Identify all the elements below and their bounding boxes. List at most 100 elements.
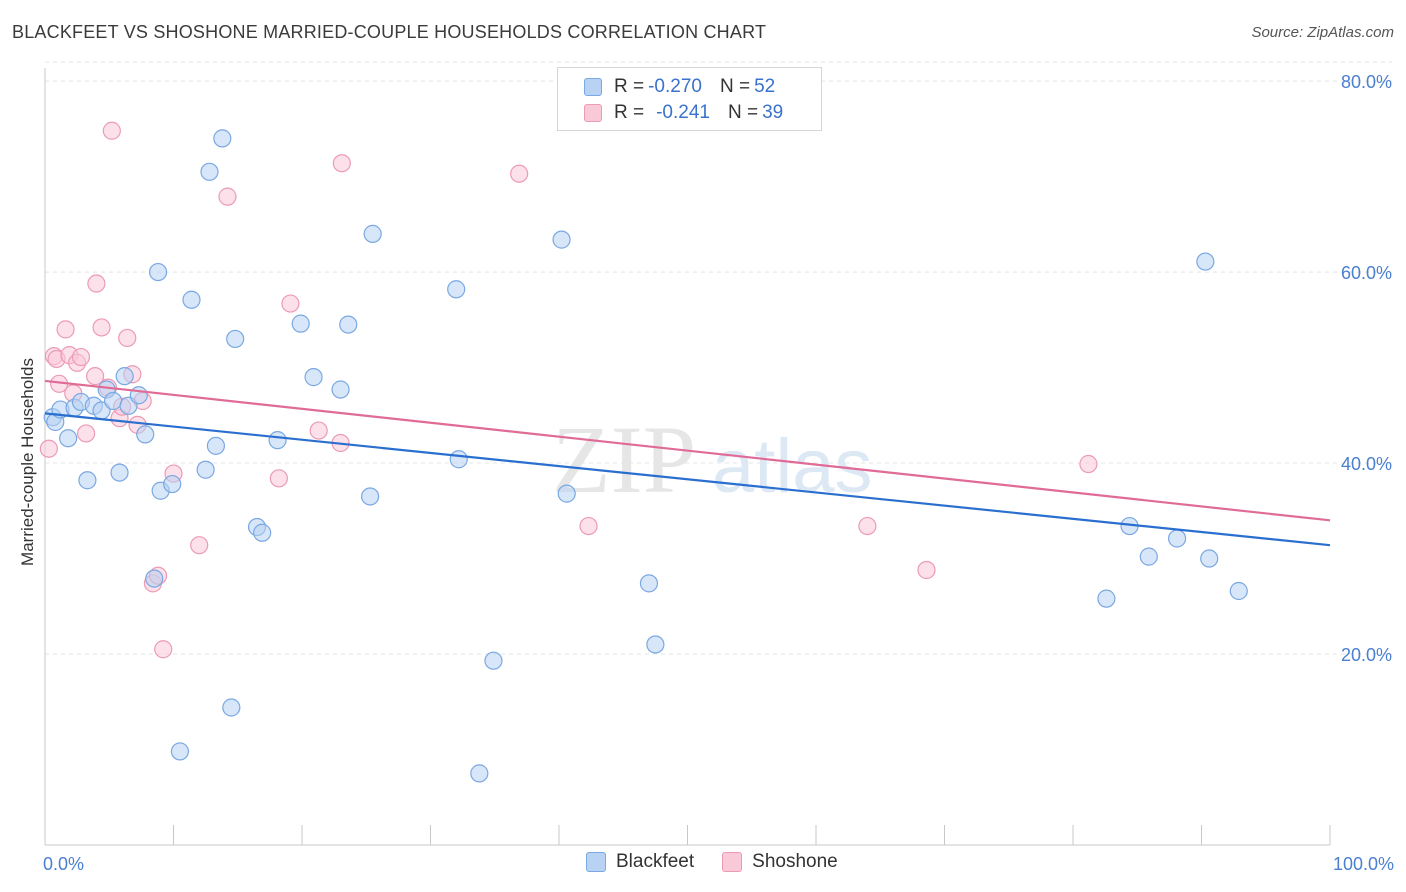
data-point-shoshone: [87, 274, 106, 293]
legend-n-label: N =: [719, 76, 751, 97]
data-point-blackfeet: [1229, 581, 1248, 601]
data-point-shoshone: [190, 536, 209, 555]
data-point-blackfeet: [206, 436, 226, 455]
data-point-blackfeet: [222, 698, 241, 717]
trendlines: [44, 379, 1331, 547]
data-point-blackfeet: [484, 651, 503, 670]
data-point-shoshone: [917, 560, 936, 580]
data-point-blackfeet: [646, 635, 665, 654]
legend-r-label: R =: [614, 76, 645, 97]
data-point-blackfeet: [163, 474, 182, 494]
legend-row-blackfeet: R = -0.270 N = 52: [584, 74, 775, 100]
data-point-blackfeet: [552, 230, 571, 249]
data-point-blackfeet: [291, 314, 310, 333]
data-point-shoshone: [86, 367, 105, 386]
legend-row-shoshone: R = -0.241 N = 39: [584, 100, 783, 126]
data-point-shoshone: [269, 469, 288, 488]
watermark: ZIP atlas: [552, 406, 873, 513]
y-tick-label: 60.0%: [1341, 263, 1392, 283]
data-point-blackfeet: [129, 386, 148, 405]
data-point-blackfeet: [59, 429, 78, 448]
data-point-blackfeet: [213, 129, 232, 148]
data-point-shoshone: [71, 347, 91, 367]
trendline-blackfeet: [44, 412, 1331, 547]
y-tick-label: 80.0%: [1341, 72, 1392, 92]
source-label: Source: ZipAtlas.com: [1251, 24, 1394, 41]
data-point-blackfeet: [363, 224, 382, 243]
series-legend: Blackfeet Shoshone: [586, 851, 866, 873]
data-point-blackfeet: [331, 380, 350, 399]
legend-r-value: -0.241: [656, 102, 710, 123]
data-point-shoshone: [39, 439, 58, 458]
data-point-blackfeet: [110, 463, 129, 482]
data-point-blackfeet: [1139, 547, 1158, 566]
legend-label-blackfeet: Blackfeet: [616, 851, 695, 872]
data-point-blackfeet: [1196, 252, 1215, 271]
data-point-blackfeet: [361, 487, 380, 506]
series-blackfeet-points: [43, 129, 1248, 783]
x-tick-label: 0.0%: [43, 854, 84, 874]
data-point-shoshone: [281, 294, 300, 313]
data-point-blackfeet: [1097, 589, 1116, 608]
data-point-shoshone: [154, 640, 173, 659]
data-point-blackfeet: [115, 367, 134, 386]
data-point-shoshone: [309, 421, 328, 440]
data-point-blackfeet: [170, 742, 190, 761]
tick-labels: 20.0% 40.0% 60.0% 80.0% 0.0% 100.0%: [43, 72, 1394, 874]
data-point-shoshone: [77, 424, 96, 443]
data-point-blackfeet: [78, 471, 97, 490]
data-point-blackfeet: [182, 290, 201, 309]
data-point-shoshone: [102, 121, 121, 140]
data-point-shoshone: [118, 328, 137, 348]
legend-n-label: N =: [727, 102, 759, 123]
data-point-blackfeet: [449, 450, 468, 469]
legend-item-blackfeet: Blackfeet: [586, 851, 694, 873]
legend-swatch-blackfeet: [584, 78, 602, 96]
data-point-blackfeet: [557, 484, 576, 503]
legend-swatch-blackfeet: [586, 852, 606, 872]
y-axis-label: Married-couple Households: [18, 358, 37, 566]
data-point-shoshone: [1079, 454, 1098, 474]
y-tick-label: 20.0%: [1341, 645, 1392, 665]
data-point-blackfeet: [145, 569, 164, 588]
data-point-shoshone: [510, 164, 529, 183]
legend-n-value: 52: [754, 76, 776, 97]
legend-swatch-shoshone: [584, 104, 602, 122]
series-shoshone-points: [39, 121, 1098, 659]
legend-r-label: R =: [614, 102, 645, 123]
legend-swatch-shoshone: [722, 852, 743, 872]
data-point-blackfeet: [447, 280, 466, 299]
data-point-shoshone: [858, 516, 877, 536]
data-point-blackfeet: [1200, 549, 1219, 568]
watermark-zip: ZIP: [552, 406, 696, 513]
data-point-blackfeet: [148, 262, 168, 282]
data-point-blackfeet: [200, 162, 219, 181]
data-point-blackfeet: [104, 391, 123, 411]
y-tick-label: 40.0%: [1341, 454, 1392, 474]
x-tick-label: 100.0%: [1333, 854, 1394, 874]
data-point-shoshone: [56, 320, 75, 339]
data-point-shoshone: [218, 187, 237, 206]
chart-title: BLACKFEET VS SHOSHONE MARRIED-COUPLE HOU…: [12, 22, 767, 42]
legend-label-shoshone: Shoshone: [752, 851, 838, 872]
data-point-blackfeet: [268, 431, 287, 450]
gridlines: [45, 61, 1392, 655]
data-point-blackfeet: [639, 574, 659, 593]
data-point-blackfeet: [1167, 529, 1187, 548]
stats-legend: R = -0.270 N = 52 R = -0.241 N = 39: [557, 67, 822, 131]
data-point-blackfeet: [304, 368, 323, 387]
data-point-blackfeet: [253, 523, 272, 542]
data-point-shoshone: [92, 318, 111, 337]
data-point-blackfeet: [470, 764, 489, 783]
data-point-blackfeet: [136, 425, 155, 444]
legend-n-value: 39: [762, 102, 784, 123]
data-point-blackfeet: [196, 460, 215, 479]
data-point-shoshone: [332, 154, 351, 173]
data-point-shoshone: [579, 516, 598, 536]
legend-item-shoshone: Shoshone: [722, 851, 838, 873]
trendline-shoshone: [44, 379, 1331, 522]
data-point-blackfeet: [226, 329, 245, 349]
legend-r-value: -0.270: [648, 76, 702, 97]
data-point-blackfeet: [339, 315, 358, 334]
